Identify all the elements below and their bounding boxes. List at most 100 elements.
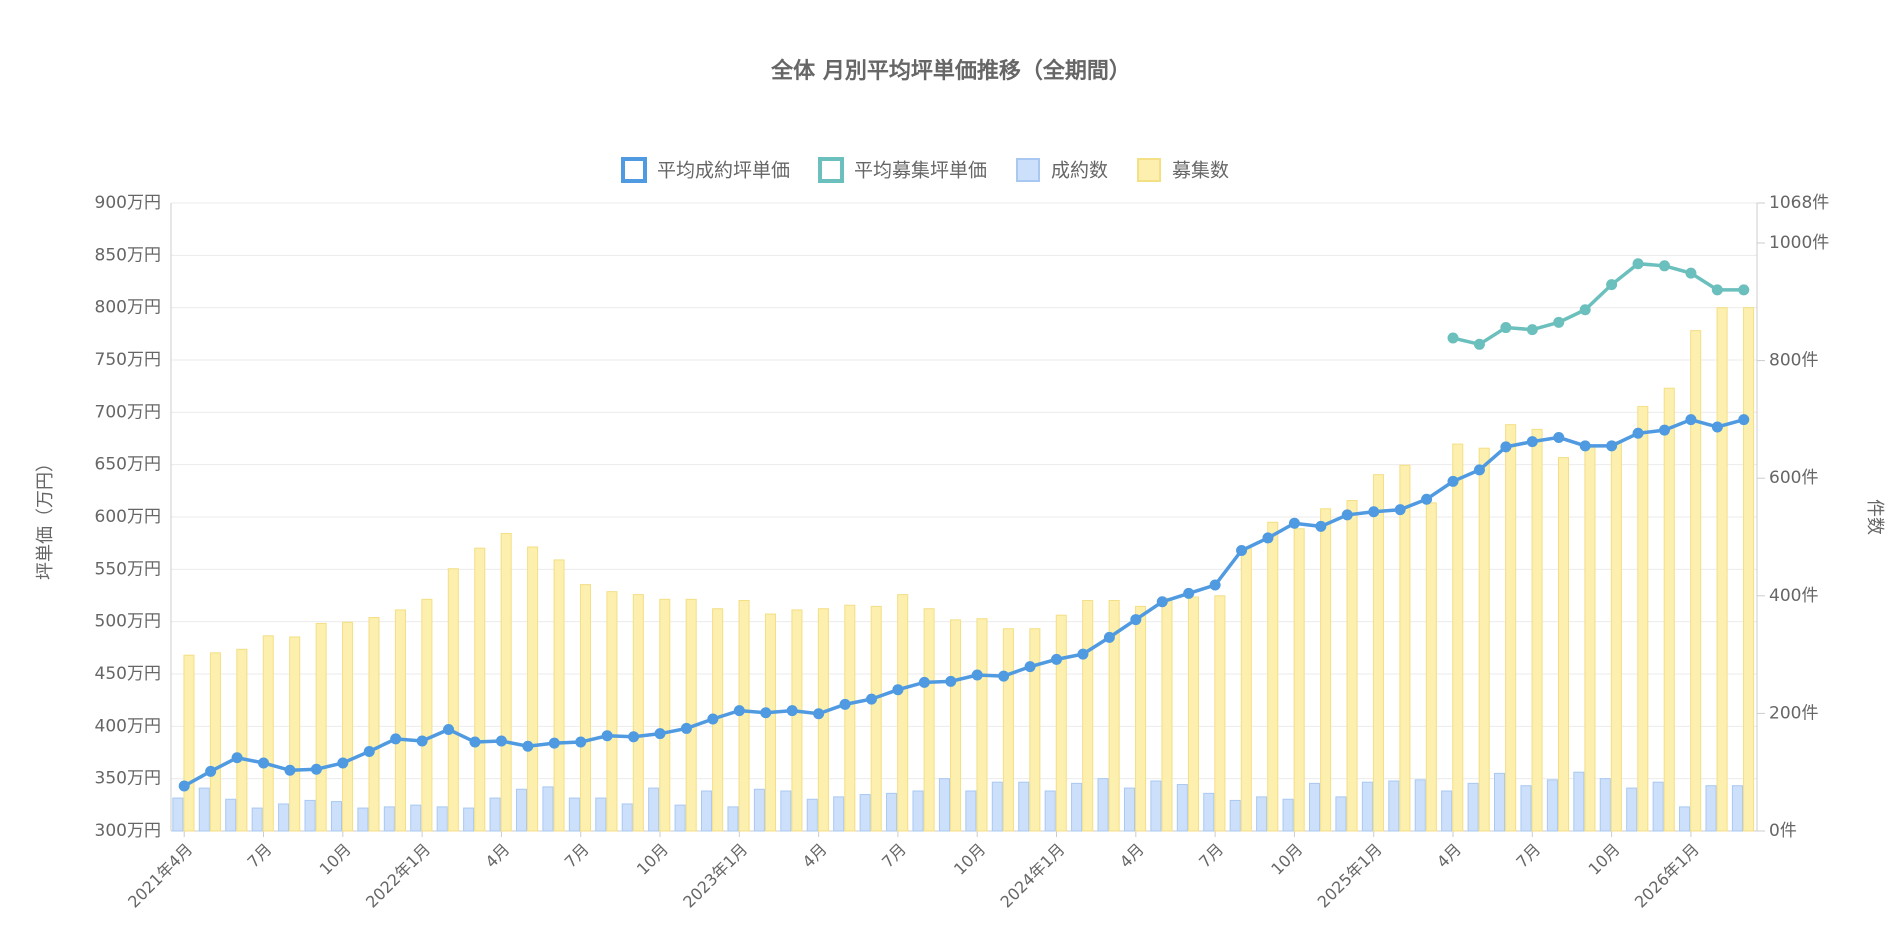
point <box>1447 475 1459 487</box>
point <box>1473 464 1485 476</box>
bar <box>870 605 882 832</box>
chart-title: 全体 月別平均坪単価推移（全期間） <box>770 58 1131 84</box>
bar <box>315 622 327 832</box>
point <box>813 708 825 720</box>
point <box>1606 440 1618 452</box>
y-axis-title: 坪単価（万円） <box>35 454 56 580</box>
bar <box>950 619 962 832</box>
bar <box>1399 464 1411 832</box>
bar <box>1414 779 1426 832</box>
x-tick-label: 7月 <box>878 840 910 872</box>
y-tick-label: 800万円 <box>95 298 161 318</box>
bar <box>1214 595 1226 832</box>
bar <box>1108 599 1120 832</box>
x-tick-label: 7月 <box>244 840 276 872</box>
bar <box>1731 785 1743 832</box>
bar <box>1293 528 1305 832</box>
point <box>1288 517 1300 529</box>
y-tick-label: 850万円 <box>95 245 161 265</box>
point <box>998 670 1010 682</box>
bar <box>568 797 580 832</box>
bar <box>1320 508 1332 832</box>
x-tick-label: 4月 <box>799 840 831 872</box>
legend-label: 平均募集坪単価 <box>854 160 987 182</box>
bar <box>791 609 803 832</box>
bar <box>1044 790 1056 832</box>
y2-axis-title: 件数 <box>1864 499 1885 535</box>
point <box>1341 509 1353 521</box>
point <box>1500 441 1512 453</box>
bar <box>383 806 395 832</box>
point <box>892 684 904 696</box>
y2-tick-label: 1000件 <box>1769 233 1829 253</box>
bar <box>1610 441 1622 832</box>
bar <box>1388 780 1400 832</box>
point <box>1553 431 1565 443</box>
point <box>1024 661 1036 673</box>
x-tick-label: 10月 <box>633 840 672 879</box>
point <box>1421 493 1433 505</box>
point <box>1156 596 1168 608</box>
bar <box>1346 500 1358 832</box>
point <box>654 728 666 740</box>
bar <box>1161 597 1173 832</box>
bar <box>659 598 671 832</box>
bar <box>1097 778 1109 832</box>
point <box>1738 414 1750 426</box>
bar <box>1478 447 1490 832</box>
legend-label: 成約数 <box>1051 160 1108 182</box>
point <box>1606 279 1618 291</box>
x-tick-label: 2026年1月 <box>1631 840 1703 912</box>
legend-swatch <box>818 157 845 183</box>
y-tick-label: 750万円 <box>95 350 161 370</box>
point <box>918 676 930 688</box>
bar <box>1690 330 1702 832</box>
bar <box>1335 796 1347 832</box>
bar <box>225 798 237 832</box>
bar <box>632 594 644 832</box>
y-tick-label: 500万円 <box>95 612 161 632</box>
bar <box>1135 605 1147 832</box>
y-tick-label: 650万円 <box>95 455 161 475</box>
point <box>284 764 296 776</box>
bar <box>1584 444 1596 832</box>
point <box>1130 614 1142 626</box>
point <box>1447 332 1459 344</box>
y2-tick-label: 800件 <box>1769 351 1818 371</box>
point <box>760 707 772 719</box>
x-tick-label: 4月 <box>481 840 513 872</box>
y2-tick-label: 0件 <box>1769 821 1797 841</box>
point <box>707 713 719 725</box>
point <box>178 780 190 792</box>
bar <box>648 787 660 832</box>
bar <box>753 788 765 832</box>
point <box>1526 436 1538 448</box>
bar <box>938 778 950 832</box>
bar <box>278 803 290 832</box>
bar <box>183 654 195 832</box>
bar <box>553 559 565 832</box>
bar <box>685 598 697 832</box>
bar <box>1055 614 1067 832</box>
bar <box>965 790 977 832</box>
bar <box>1372 474 1384 832</box>
bar <box>1599 778 1611 832</box>
point <box>1315 520 1327 532</box>
bar <box>817 608 829 832</box>
bar <box>1467 782 1479 832</box>
point <box>469 736 481 748</box>
bar <box>236 648 248 832</box>
bar <box>844 604 856 832</box>
bar <box>1002 628 1014 832</box>
bar <box>1308 782 1321 832</box>
x-tick-label: 4月 <box>1433 840 1465 872</box>
point <box>1711 284 1723 296</box>
point <box>205 765 217 777</box>
bar <box>1637 405 1649 832</box>
x-tick-label: 7月 <box>561 840 593 872</box>
bar <box>1082 599 1094 832</box>
x-tick-label: 10月 <box>1267 840 1306 879</box>
bar <box>1520 785 1532 832</box>
x-tick-label: 2024年1月 <box>996 840 1068 912</box>
point <box>416 735 428 747</box>
